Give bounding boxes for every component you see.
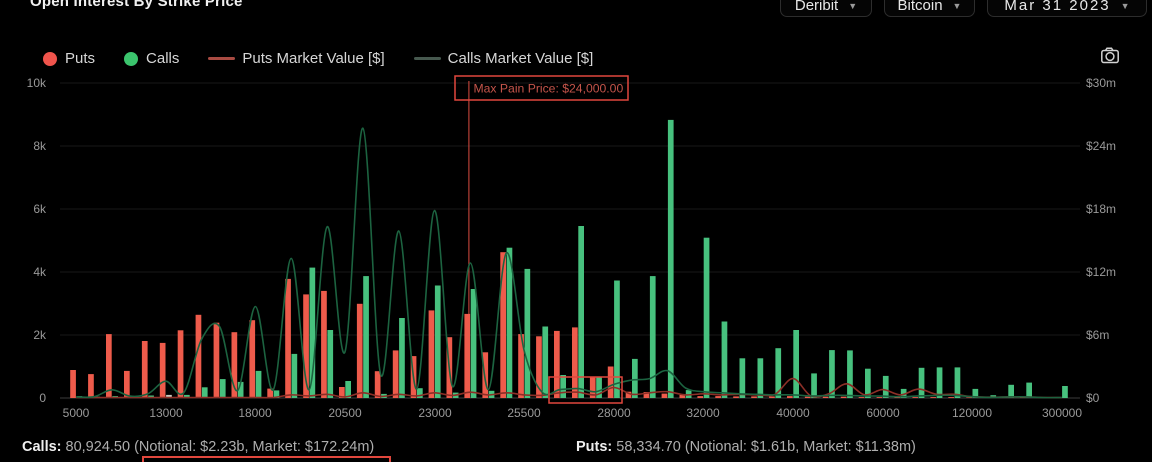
svg-text:5000: 5000 (63, 406, 90, 420)
svg-text:18000: 18000 (238, 406, 272, 420)
svg-text:$24m: $24m (1086, 139, 1116, 153)
svg-text:300000: 300000 (1042, 406, 1082, 420)
svg-text:$30m: $30m (1086, 76, 1116, 90)
svg-text:23000: 23000 (418, 406, 452, 420)
svg-text:Max Pain Price: $24,000.00: Max Pain Price: $24,000.00 (474, 82, 624, 96)
svg-text:60000: 60000 (866, 406, 900, 420)
svg-text:$0: $0 (1086, 391, 1100, 405)
svg-text:20500: 20500 (328, 406, 362, 420)
svg-text:$6m: $6m (1086, 328, 1109, 342)
svg-text:$18m: $18m (1086, 202, 1116, 216)
svg-text:8k: 8k (33, 139, 47, 153)
svg-text:6k: 6k (33, 202, 47, 216)
svg-text:120000: 120000 (952, 406, 992, 420)
svg-text:13000: 13000 (149, 406, 183, 420)
svg-text:10k: 10k (27, 76, 47, 90)
svg-text:28000: 28000 (597, 406, 631, 420)
svg-text:4k: 4k (33, 265, 47, 279)
svg-text:32000: 32000 (686, 406, 720, 420)
svg-text:2k: 2k (33, 328, 47, 342)
svg-text:40000: 40000 (776, 406, 810, 420)
svg-text:0: 0 (39, 391, 46, 405)
svg-text:25500: 25500 (507, 406, 541, 420)
svg-text:$12m: $12m (1086, 265, 1116, 279)
